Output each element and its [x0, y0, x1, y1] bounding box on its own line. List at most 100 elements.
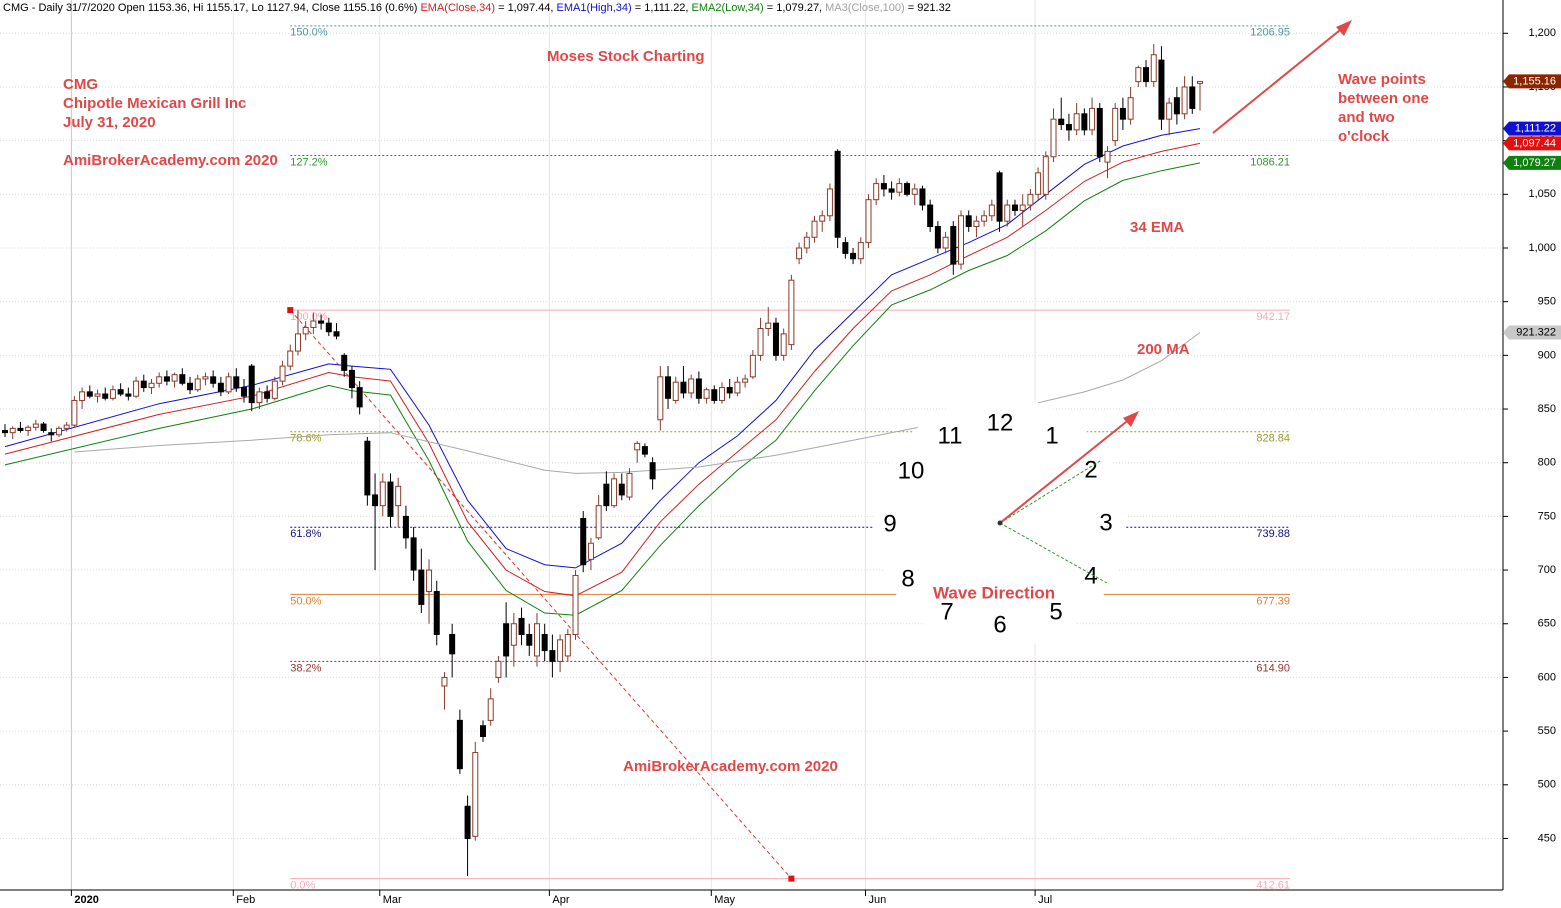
candle-body	[826, 188, 833, 217]
clock-number: 10	[898, 457, 925, 484]
candle-body	[225, 376, 232, 393]
candle-body	[695, 378, 702, 399]
candle-body	[102, 393, 109, 399]
price-tag	[1503, 136, 1561, 151]
price-tag	[1503, 74, 1561, 89]
candle-body	[749, 354, 756, 378]
candle-body	[449, 633, 456, 655]
line-note: 200 MA	[1137, 341, 1190, 358]
clock-number: 2	[1084, 456, 1097, 483]
clock-number: 1	[1045, 422, 1058, 449]
candle-body	[541, 633, 548, 652]
candle-body	[587, 542, 594, 560]
clock-number: 3	[1099, 509, 1112, 536]
candle-body	[63, 424, 70, 429]
candle-body	[1173, 97, 1180, 115]
candle-body	[842, 242, 849, 254]
x-tick-label: May	[714, 894, 735, 906]
candle-body	[1058, 118, 1065, 126]
fib-pct: 78.6%	[290, 433, 321, 445]
candle-body	[904, 183, 911, 195]
candle-body	[1119, 107, 1126, 120]
candle-body	[410, 537, 417, 571]
candle-body	[611, 478, 618, 507]
x-tick-label: 2020	[74, 894, 98, 906]
candle-body	[217, 382, 224, 393]
candle-body	[703, 389, 710, 399]
candle-body	[25, 426, 32, 432]
candle-body	[1035, 172, 1042, 195]
candle-body	[48, 432, 55, 436]
candle-body	[919, 188, 926, 206]
candle-body	[1073, 113, 1080, 131]
candle-body	[533, 623, 540, 657]
candle-body	[187, 382, 194, 391]
candle-body	[649, 462, 656, 480]
candle-body	[395, 485, 402, 507]
fib-value: 828.84	[1256, 433, 1290, 445]
candle-body	[503, 623, 510, 657]
candle-body	[1065, 124, 1072, 131]
candle-body	[464, 805, 471, 839]
candle-body	[1158, 59, 1165, 120]
company-line: July 31, 2020	[63, 114, 156, 131]
candle-body	[302, 326, 309, 335]
candle-body	[1166, 102, 1173, 120]
candle-body	[510, 623, 517, 646]
candle-body	[248, 365, 255, 404]
watermark: AmiBrokerAcademy.com 2020	[623, 758, 838, 775]
candle-body	[927, 204, 934, 228]
candle-body	[287, 350, 294, 367]
candle-body	[71, 399, 78, 426]
candle-body	[896, 183, 903, 193]
fib-value: 1206.95	[1250, 27, 1290, 39]
y-tick-label: 1,200	[1528, 27, 1556, 39]
price-tag-label: 1,079.27	[1513, 157, 1556, 169]
candle-body	[757, 328, 764, 356]
header-part: = 921.32	[905, 2, 951, 14]
price-tag	[1503, 121, 1561, 136]
candle-body	[934, 226, 941, 249]
candle-body	[148, 382, 155, 389]
candle-body	[742, 378, 749, 383]
candle-body	[79, 391, 86, 401]
price-tag-label: 1,097.44	[1513, 137, 1556, 149]
candle-body	[950, 226, 957, 265]
price-tag-label: 1,155.16	[1513, 75, 1556, 87]
header-part: EMA(Close,34)	[420, 2, 495, 14]
candle-body	[1104, 150, 1111, 163]
wave-arrow	[999, 417, 1132, 524]
candle-body	[1042, 156, 1049, 195]
y-tick-label: 700	[1538, 564, 1556, 576]
candle-body	[1181, 86, 1188, 115]
x-tick-label: Jul	[1038, 894, 1052, 906]
clock-number: 9	[883, 510, 896, 537]
candle-body	[32, 423, 39, 428]
candle-body	[1019, 204, 1026, 211]
indicator-line	[4, 162, 1201, 616]
x-tick-label: Jun	[868, 894, 886, 906]
fib-anchor-line	[289, 309, 792, 879]
candle-body	[796, 247, 803, 260]
arrow-head	[1336, 20, 1352, 36]
y-tick-label: 450	[1538, 832, 1556, 844]
candle-body	[1050, 118, 1057, 158]
header-part: EMA2(Low,34)	[692, 2, 764, 14]
candle-body	[426, 569, 433, 593]
clock-hand	[999, 522, 1108, 584]
candle-body	[726, 387, 733, 394]
candle-body	[1011, 204, 1018, 211]
candle-body	[279, 365, 286, 382]
header-part: = 1,111.22,	[632, 2, 692, 14]
candle-body	[719, 387, 725, 401]
candle-body	[526, 633, 533, 646]
candle-body	[1112, 107, 1119, 142]
candle-body	[672, 381, 679, 401]
x-tick-label: Mar	[383, 894, 402, 906]
candle-body	[942, 236, 949, 249]
candle-body	[1150, 54, 1157, 83]
candle-body	[518, 617, 525, 635]
candle-body	[210, 376, 217, 384]
candle-body	[2, 430, 8, 434]
